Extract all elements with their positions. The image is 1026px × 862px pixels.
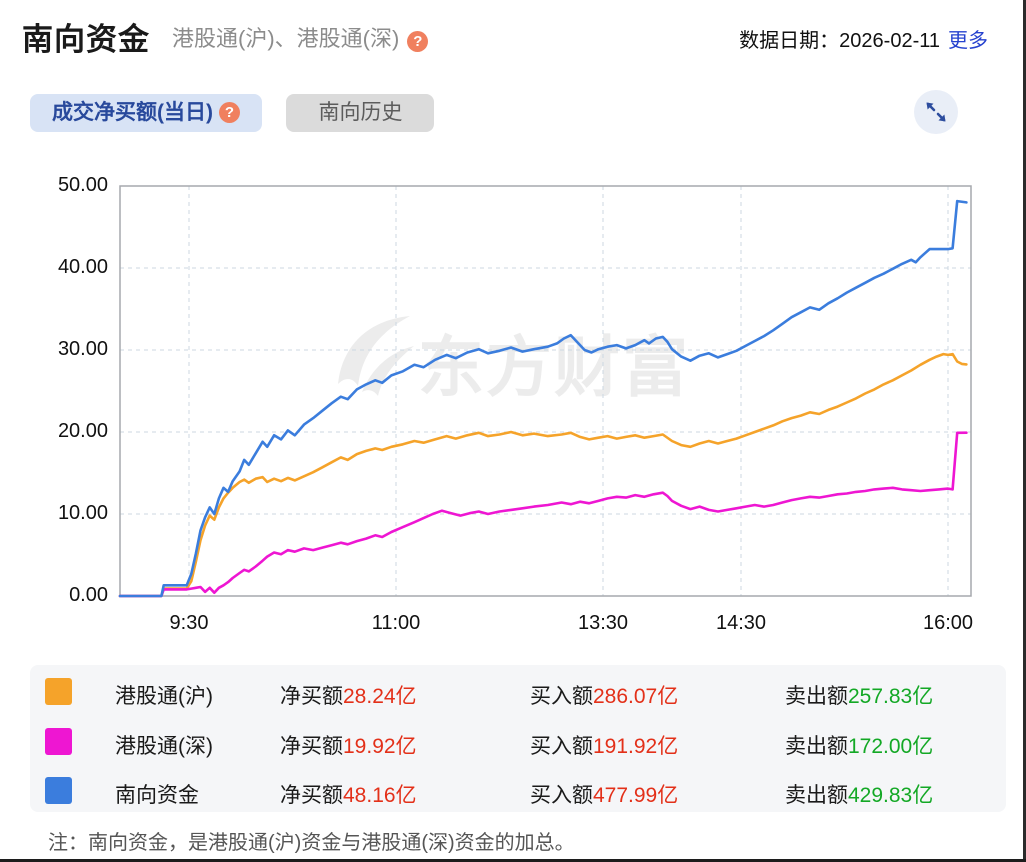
series-swatch-hgt-sz	[45, 728, 72, 755]
header: 南向资金 港股通(沪)、港股通(深)? 数据日期：2026-02-11 更多	[22, 14, 1002, 64]
stat-label: 净买额	[280, 735, 343, 758]
net-buy-stat: 净买额28.24亿	[280, 680, 417, 710]
eastmoney-logo-icon	[338, 316, 414, 396]
x-tick-label: 14:30	[715, 612, 767, 634]
y-tick-label: 30.00	[57, 338, 108, 360]
y-tick-label: 10.00	[57, 502, 108, 524]
legend-row-hgt-sh: 港股通(沪) 净买额28.24亿 买入额286.07亿 卖出额257.83亿	[30, 678, 1006, 728]
buy-stat: 买入额286.07亿	[530, 680, 678, 710]
stat-value: 477.99亿	[593, 784, 679, 807]
y-tick-label: 20.00	[57, 420, 108, 442]
x-tick-label: 16:00	[922, 612, 974, 634]
y-tick-label: 0.00	[69, 584, 108, 606]
stat-value: 286.07亿	[593, 685, 679, 708]
window-right-edge	[1023, 0, 1026, 862]
sell-stat: 卖出额257.83亿	[785, 680, 933, 710]
y-tick-label: 40.00	[57, 256, 108, 278]
page-subtitle: 港股通(沪)、港股通(深)	[172, 26, 400, 51]
series-swatch-hgt-sh	[45, 678, 72, 705]
legend-panel: 港股通(沪) 净买额28.24亿 买入额286.07亿 卖出额257.83亿 港…	[30, 665, 1006, 812]
stat-label: 净买额	[280, 685, 343, 708]
series-name: 港股通(沪)	[115, 685, 213, 708]
net-buy-stat: 净买额19.92亿	[280, 730, 417, 760]
series-swatch-southbound	[45, 777, 72, 804]
date-value: 2026-02-11	[839, 30, 940, 52]
net-buy-stat: 净买额48.16亿	[280, 779, 417, 809]
tab-southbound-history[interactable]: 南向历史	[286, 94, 435, 132]
legend-row-southbound: 南向资金 净买额48.16亿 买入额477.99亿 卖出额429.83亿	[30, 777, 1006, 827]
tab-net-buy-today-label: 成交净买额(当日)	[52, 101, 213, 124]
buy-stat: 买入额191.92亿	[530, 730, 678, 760]
footnote: 注：南向资金，是港股通(沪)资金与港股通(深)资金的加总。	[48, 832, 575, 854]
y-tick-label: 50.00	[57, 174, 108, 196]
stat-label: 买入额	[530, 784, 593, 807]
stat-value: 191.92亿	[593, 735, 679, 758]
stat-label: 卖出额	[785, 784, 848, 807]
stat-label: 卖出额	[785, 685, 848, 708]
stat-label: 买入额	[530, 685, 593, 708]
stat-label: 净买额	[280, 784, 343, 807]
stat-label: 买入额	[530, 735, 593, 758]
more-link[interactable]: 更多	[948, 30, 988, 52]
stat-value: 429.83亿	[848, 784, 934, 807]
stat-value: 28.24亿	[343, 685, 417, 708]
stat-value: 172.00亿	[848, 735, 934, 758]
expand-button[interactable]	[914, 90, 958, 134]
x-tick-label: 13:30	[577, 612, 629, 634]
date-label: 数据日期：	[739, 30, 840, 52]
series-name: 南向资金	[115, 784, 199, 807]
help-icon[interactable]: ?	[407, 31, 429, 52]
sell-stat: 卖出额172.00亿	[785, 730, 933, 760]
page-title: 南向资金	[22, 22, 150, 57]
watermark: 东方财富	[328, 306, 728, 406]
buy-stat: 买入额477.99亿	[530, 779, 678, 809]
tab-bar: 成交净买额(当日)? 南向历史	[30, 94, 435, 132]
stat-value: 48.16亿	[343, 784, 417, 807]
legend-row-hgt-sz: 港股通(深) 净买额19.92亿 买入额191.92亿 卖出额172.00亿	[30, 728, 1006, 778]
tab-net-buy-today[interactable]: 成交净买额(当日)?	[30, 94, 262, 132]
x-tick-label: 9:30	[169, 612, 209, 634]
tab-help-icon[interactable]: ?	[219, 102, 240, 123]
series-name: 港股通(深)	[115, 735, 213, 758]
x-tick-label: 11:00	[371, 612, 421, 634]
line-chart[interactable]	[0, 0, 1026, 660]
stat-value: 257.83亿	[848, 685, 934, 708]
sell-stat: 卖出额429.83亿	[785, 779, 933, 809]
stat-label: 卖出额	[785, 735, 848, 758]
expand-arrows-icon	[926, 102, 946, 122]
stat-value: 19.92亿	[343, 735, 417, 758]
data-date: 数据日期：2026-02-11 更多	[739, 24, 988, 53]
window-bottom-edge	[0, 859, 1026, 862]
